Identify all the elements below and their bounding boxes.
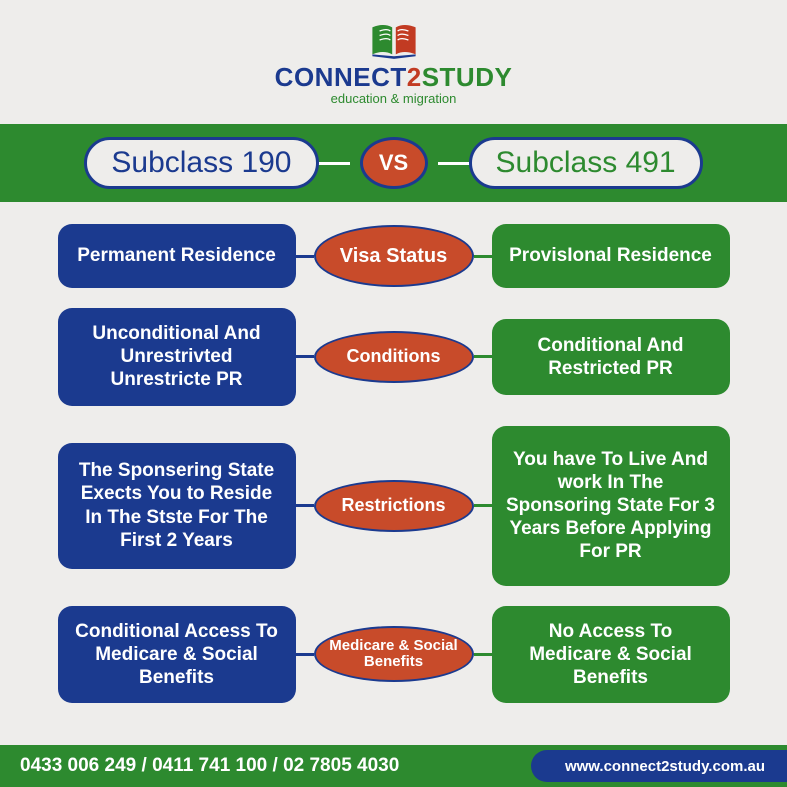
connector-line — [296, 255, 314, 258]
brand-part2: 2 — [407, 62, 422, 92]
book-icon — [367, 20, 421, 60]
phone-numbers: 0433 006 249 / 0411 741 100 / 02 7805 40… — [0, 755, 531, 777]
header-right-pill: Subclass 491 — [470, 138, 702, 188]
logo-area: CONNECT2STUDY education & migration — [0, 0, 787, 124]
category-oval: Restrictions — [314, 480, 474, 532]
left-box: Unconditional And Unrestrivted Unrestric… — [58, 308, 296, 406]
connector-line — [318, 162, 350, 165]
left-box: Permanent Residence — [58, 224, 296, 288]
connector-line — [474, 504, 492, 507]
left-box: The Sponsering State Exects You to Resid… — [58, 443, 296, 569]
header-left-pill: Subclass 190 — [85, 138, 317, 188]
connector-line — [474, 355, 492, 358]
vs-badge: VS — [360, 137, 428, 189]
connector-line — [296, 653, 314, 656]
category-oval: Conditions — [314, 331, 474, 383]
right-box: Conditional And Restricted PR — [492, 319, 730, 395]
connector-line — [438, 162, 470, 165]
comparison-header: Subclass 190 VS Subclass 491 — [0, 124, 787, 202]
connector-line — [474, 653, 492, 656]
brand-part1: CONNECT — [275, 62, 407, 92]
comparison-row: Permanent Residence Visa Status ProvisIona… — [30, 224, 757, 288]
connector-line — [296, 504, 314, 507]
brand-part3: STUDY — [422, 62, 513, 92]
comparison-row: The Sponsering State Exects You to Resid… — [30, 426, 757, 586]
right-box: ProvisIonal Residence — [492, 224, 730, 288]
right-box: No Access To Medicare & Social Benefits — [492, 606, 730, 704]
footer-bar: 0433 006 249 / 0411 741 100 / 02 7805 40… — [0, 745, 787, 787]
brand-tagline: education & migration — [331, 91, 457, 106]
right-box: You have To Live And work In The Sponsor… — [492, 426, 730, 586]
comparison-rows: Permanent Residence Visa Status ProvisIona… — [0, 202, 787, 703]
connector-line — [296, 355, 314, 358]
connector-line — [474, 255, 492, 258]
website-url: www.connect2study.com.au — [531, 750, 787, 782]
comparison-row: Conditional Access To Medicare & Social … — [30, 606, 757, 704]
brand-name: CONNECT2STUDY — [275, 62, 513, 93]
category-oval: Medicare & Social Benefits — [314, 626, 474, 682]
comparison-row: Unconditional And Unrestrivted Unrestric… — [30, 308, 757, 406]
left-box: Conditional Access To Medicare & Social … — [58, 606, 296, 704]
category-oval: Visa Status — [314, 225, 474, 287]
